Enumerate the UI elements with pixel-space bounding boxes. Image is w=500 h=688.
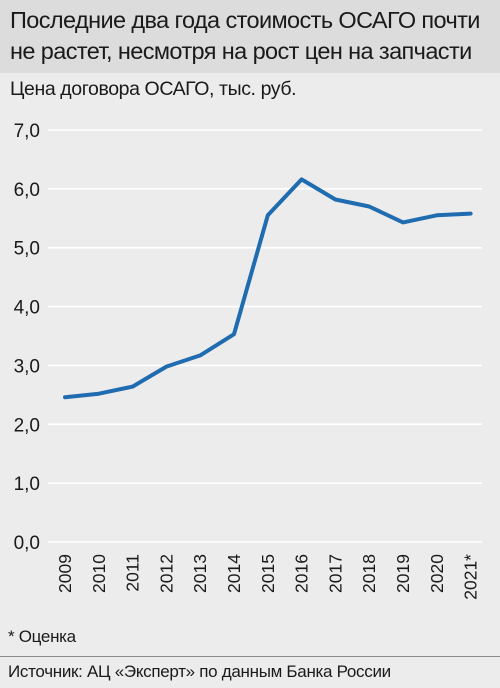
- y-tick-label: 0,0: [14, 533, 40, 554]
- y-tick-label: 3,0: [14, 356, 40, 377]
- source-divider: [0, 656, 500, 657]
- x-tick-label: 2014: [224, 554, 244, 593]
- x-tick-label: 2020: [427, 554, 447, 593]
- line-chart: 0,0 1,0 2,0 3,0 4,0 5,0 6,0 7,0 2009 2010 2011 201…: [14, 121, 482, 600]
- footnote: * Оценка: [8, 627, 76, 646]
- y-tick-label: 5,0: [14, 239, 40, 260]
- x-tick-label: 2021*: [461, 554, 481, 600]
- x-tick-label: 2013: [190, 554, 210, 593]
- y-tick-label: 2,0: [14, 415, 40, 436]
- y-tick-label: 4,0: [14, 298, 40, 319]
- x-tick-label: 2018: [359, 554, 379, 593]
- x-tick-label: 2015: [258, 554, 278, 593]
- y-tick-label: 7,0: [14, 121, 40, 142]
- x-tick-label: 2012: [156, 554, 176, 593]
- x-tick-label: 2017: [325, 554, 345, 593]
- chart-title: Последние два года стоимость ОСАГО почти…: [0, 0, 500, 73]
- y-tick-label: 6,0: [14, 180, 40, 201]
- x-tick-label: 2011: [123, 554, 143, 592]
- x-tick-label: 2016: [292, 554, 312, 593]
- series-line: [63, 177, 473, 400]
- x-tick-label: 2019: [393, 554, 413, 593]
- y-tick-label: 1,0: [14, 474, 40, 495]
- y-axis-label: Цена договора ОСАГО, тыс. руб.: [10, 78, 297, 100]
- source-text: Источник: АЦ «Эксперт» по данным Банка Р…: [8, 662, 391, 681]
- x-tick-label: 2010: [89, 554, 109, 593]
- x-tick-label: 2009: [55, 554, 75, 593]
